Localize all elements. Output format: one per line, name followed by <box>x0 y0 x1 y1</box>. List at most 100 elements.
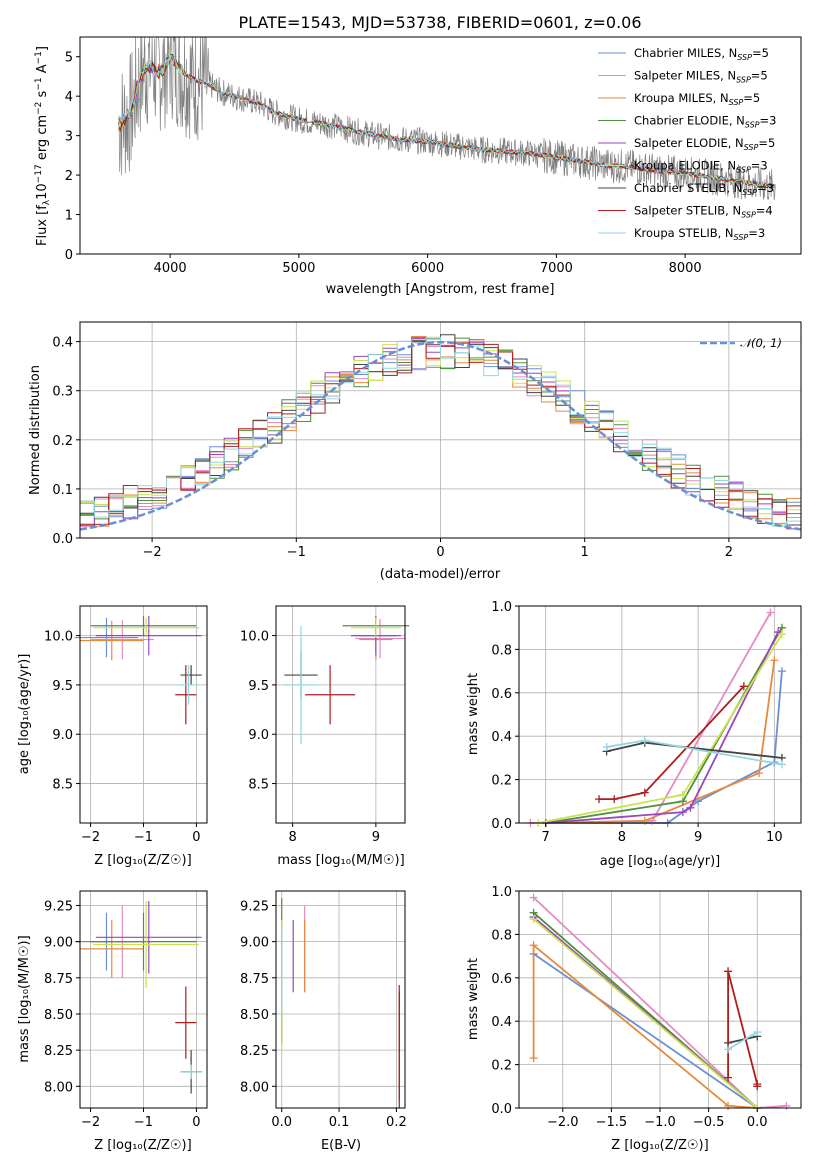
y-tick-label: 0.0 <box>491 817 512 832</box>
y-tick-label: 8.50 <box>240 1008 269 1023</box>
y-tick-label: 5 <box>65 51 73 66</box>
spectrum-legend: Chabrier MILES, NSSP=5 Salpeter MILES, NS… <box>598 46 776 242</box>
mass-weight-marker <box>770 656 779 665</box>
x-tick-label: −1 <box>134 1115 153 1130</box>
legend-label: Salpeter ELODIE, NSSP=5 <box>634 136 775 152</box>
y-tick-label: 9.00 <box>44 936 73 951</box>
mass-weight-line <box>545 660 776 824</box>
x-tick-label: 5000 <box>282 261 315 276</box>
weight-vs-age-xlabel: age [log₁₀(age/yr)] <box>600 854 721 869</box>
legend-label: Chabrier ELODIE, NSSP=3 <box>634 114 776 130</box>
legend-label: Salpeter MILES, NSSP=5 <box>634 69 768 85</box>
mass-vs-Z-panel: −2 −1 0 8.00 8.25 8.50 8.75 9.00 9.25 Z [log₁₀(Z… <box>17 890 208 1153</box>
y-tick-label: 9.25 <box>44 899 73 914</box>
y-tick-label: 0.2 <box>491 774 512 789</box>
y-tick-label: 0.3 <box>52 385 73 400</box>
x-tick-label: 1 <box>581 545 589 560</box>
legend-label: Chabrier STELIB, NSSP=3 <box>634 181 774 197</box>
spectrum-panel: 4000 5000 6000 7000 8000 0 1 2 3 4 5 wavelength [A… <box>34 36 802 297</box>
x-tick-label: −2.0 <box>547 1115 579 1130</box>
mass-weight-marker <box>777 667 786 676</box>
y-tick-label: 1 <box>65 209 73 224</box>
x-tick-label: −2 <box>143 545 162 560</box>
mass-weight-line <box>533 953 758 1109</box>
histogram-step-line <box>80 336 801 527</box>
x-tick-label: 10 <box>766 830 783 845</box>
weight-vs-Z-xlabel: Z [log₁₀(Z/Z☉)] <box>611 1138 708 1153</box>
x-tick-label: 0 <box>436 545 444 560</box>
mass-weight-marker <box>678 790 687 799</box>
x-tick-label: −2 <box>81 1115 100 1130</box>
x-tick-label: 0 <box>192 1115 200 1130</box>
y-tick-label: 3 <box>65 130 73 145</box>
mass-weight-marker <box>678 808 687 817</box>
x-tick-label: 7000 <box>540 261 573 276</box>
y-tick-label: 9.0 <box>52 728 73 743</box>
y-tick-label: 2 <box>65 169 73 184</box>
x-tick-label: 4000 <box>154 261 187 276</box>
mass-weight-line <box>532 943 758 1109</box>
x-tick-label: 9 <box>372 830 380 845</box>
mass-weight-marker <box>777 760 786 769</box>
age-vs-Z-panel: −2 −1 0 8.5 9.0 9.5 10.0 Z [log₁₀(Z/Z☉)] age [… <box>17 605 208 868</box>
y-tick-label: 8.00 <box>44 1080 73 1095</box>
x-tick-label: −0.5 <box>693 1115 725 1130</box>
legend-label: Kroupa STELIB, NSSP=3 <box>634 226 765 242</box>
weight-vs-age-ylabel: mass weight <box>466 673 481 755</box>
x-tick-label: 2 <box>725 545 733 560</box>
y-tick-label: 8.25 <box>240 1044 269 1059</box>
x-tick-label: −1.0 <box>644 1115 676 1130</box>
y-tick-label: 0.8 <box>491 643 512 658</box>
y-tick-label: 4 <box>65 90 73 105</box>
y-tick-label: 0.2 <box>491 1059 512 1074</box>
y-tick-label: 0.0 <box>491 1102 512 1117</box>
x-tick-label: 0 <box>192 830 200 845</box>
mass-vs-ebv-xlabel: E(B-V) <box>321 1138 361 1153</box>
figure-title: PLATE=1543, MJD=53738, FIBERID=0601, z=0… <box>238 13 641 32</box>
mass-vs-Z-ylabel: mass [log₁₀(M/M☉)] <box>17 935 32 1062</box>
histogram-step-line <box>80 339 801 526</box>
y-tick-label: 8.25 <box>44 1044 73 1059</box>
x-tick-label: −1 <box>134 830 153 845</box>
residuals-legend: 𝒩(0, 1) <box>700 336 782 350</box>
y-tick-label: 0.6 <box>491 972 512 987</box>
residuals-panel: −2 −1 0 1 2 0.0 0.1 0.2 0.3 0.4 (data-model)/erro… <box>28 321 802 582</box>
x-tick-label: 0.0 <box>747 1115 768 1130</box>
y-tick-label: 8.50 <box>44 1008 73 1023</box>
age-vs-Z-xlabel: Z [log₁₀(Z/Z☉)] <box>94 853 191 868</box>
x-tick-label: 0.0 <box>271 1115 292 1130</box>
weight-vs-Z-panel: −2.0 −1.5 −1.0 −0.5 0.0 0.0 0.2 0.4 0.6 0.8 1.0 Z … <box>466 885 802 1153</box>
y-tick-label: 0.4 <box>491 730 512 745</box>
x-tick-label: −1.5 <box>596 1115 628 1130</box>
mass-weight-marker <box>640 736 649 745</box>
weight-vs-Z-ylabel: mass weight <box>466 958 481 1040</box>
x-tick-label: 0.1 <box>329 1115 350 1130</box>
y-tick-label: 9.0 <box>248 728 269 743</box>
y-tick-label: 0.1 <box>52 483 73 498</box>
residuals-xlabel: (data-model)/error <box>380 567 501 582</box>
mass-weight-line <box>727 1031 758 1051</box>
legend-label: Kroupa MILES, NSSP=5 <box>634 91 760 107</box>
mass-weight-marker <box>755 769 764 778</box>
mass-weight-marker <box>739 682 748 691</box>
spectrum-ylabel: Flux [fλ10−17 erg cm−2 s−1 A−1] <box>34 46 52 246</box>
y-tick-label: 0.4 <box>491 1015 512 1030</box>
normal-legend-label: 𝒩(0, 1) <box>740 336 782 350</box>
x-tick-label: 8 <box>618 830 626 845</box>
x-tick-label: 6000 <box>411 261 444 276</box>
y-tick-label: 0.6 <box>491 687 512 702</box>
mass-weight-marker <box>529 915 538 924</box>
mass-weight-marker <box>724 1045 733 1054</box>
mass-weight-marker <box>595 795 604 804</box>
mass-weight-marker <box>766 608 775 617</box>
age-vs-Z-ylabel: age [log₁₀(age/yr)] <box>17 654 32 775</box>
x-tick-label: 8000 <box>669 261 702 276</box>
mass-weight-line <box>599 685 745 800</box>
y-tick-label: 10.0 <box>44 630 73 645</box>
legend-label: Chabrier MILES, NSSP=5 <box>634 46 769 62</box>
mass-weight-line <box>533 918 758 1109</box>
y-tick-label: 8.5 <box>52 778 73 793</box>
y-tick-label: 8.5 <box>248 778 269 793</box>
y-tick-label: 8.00 <box>240 1080 269 1095</box>
